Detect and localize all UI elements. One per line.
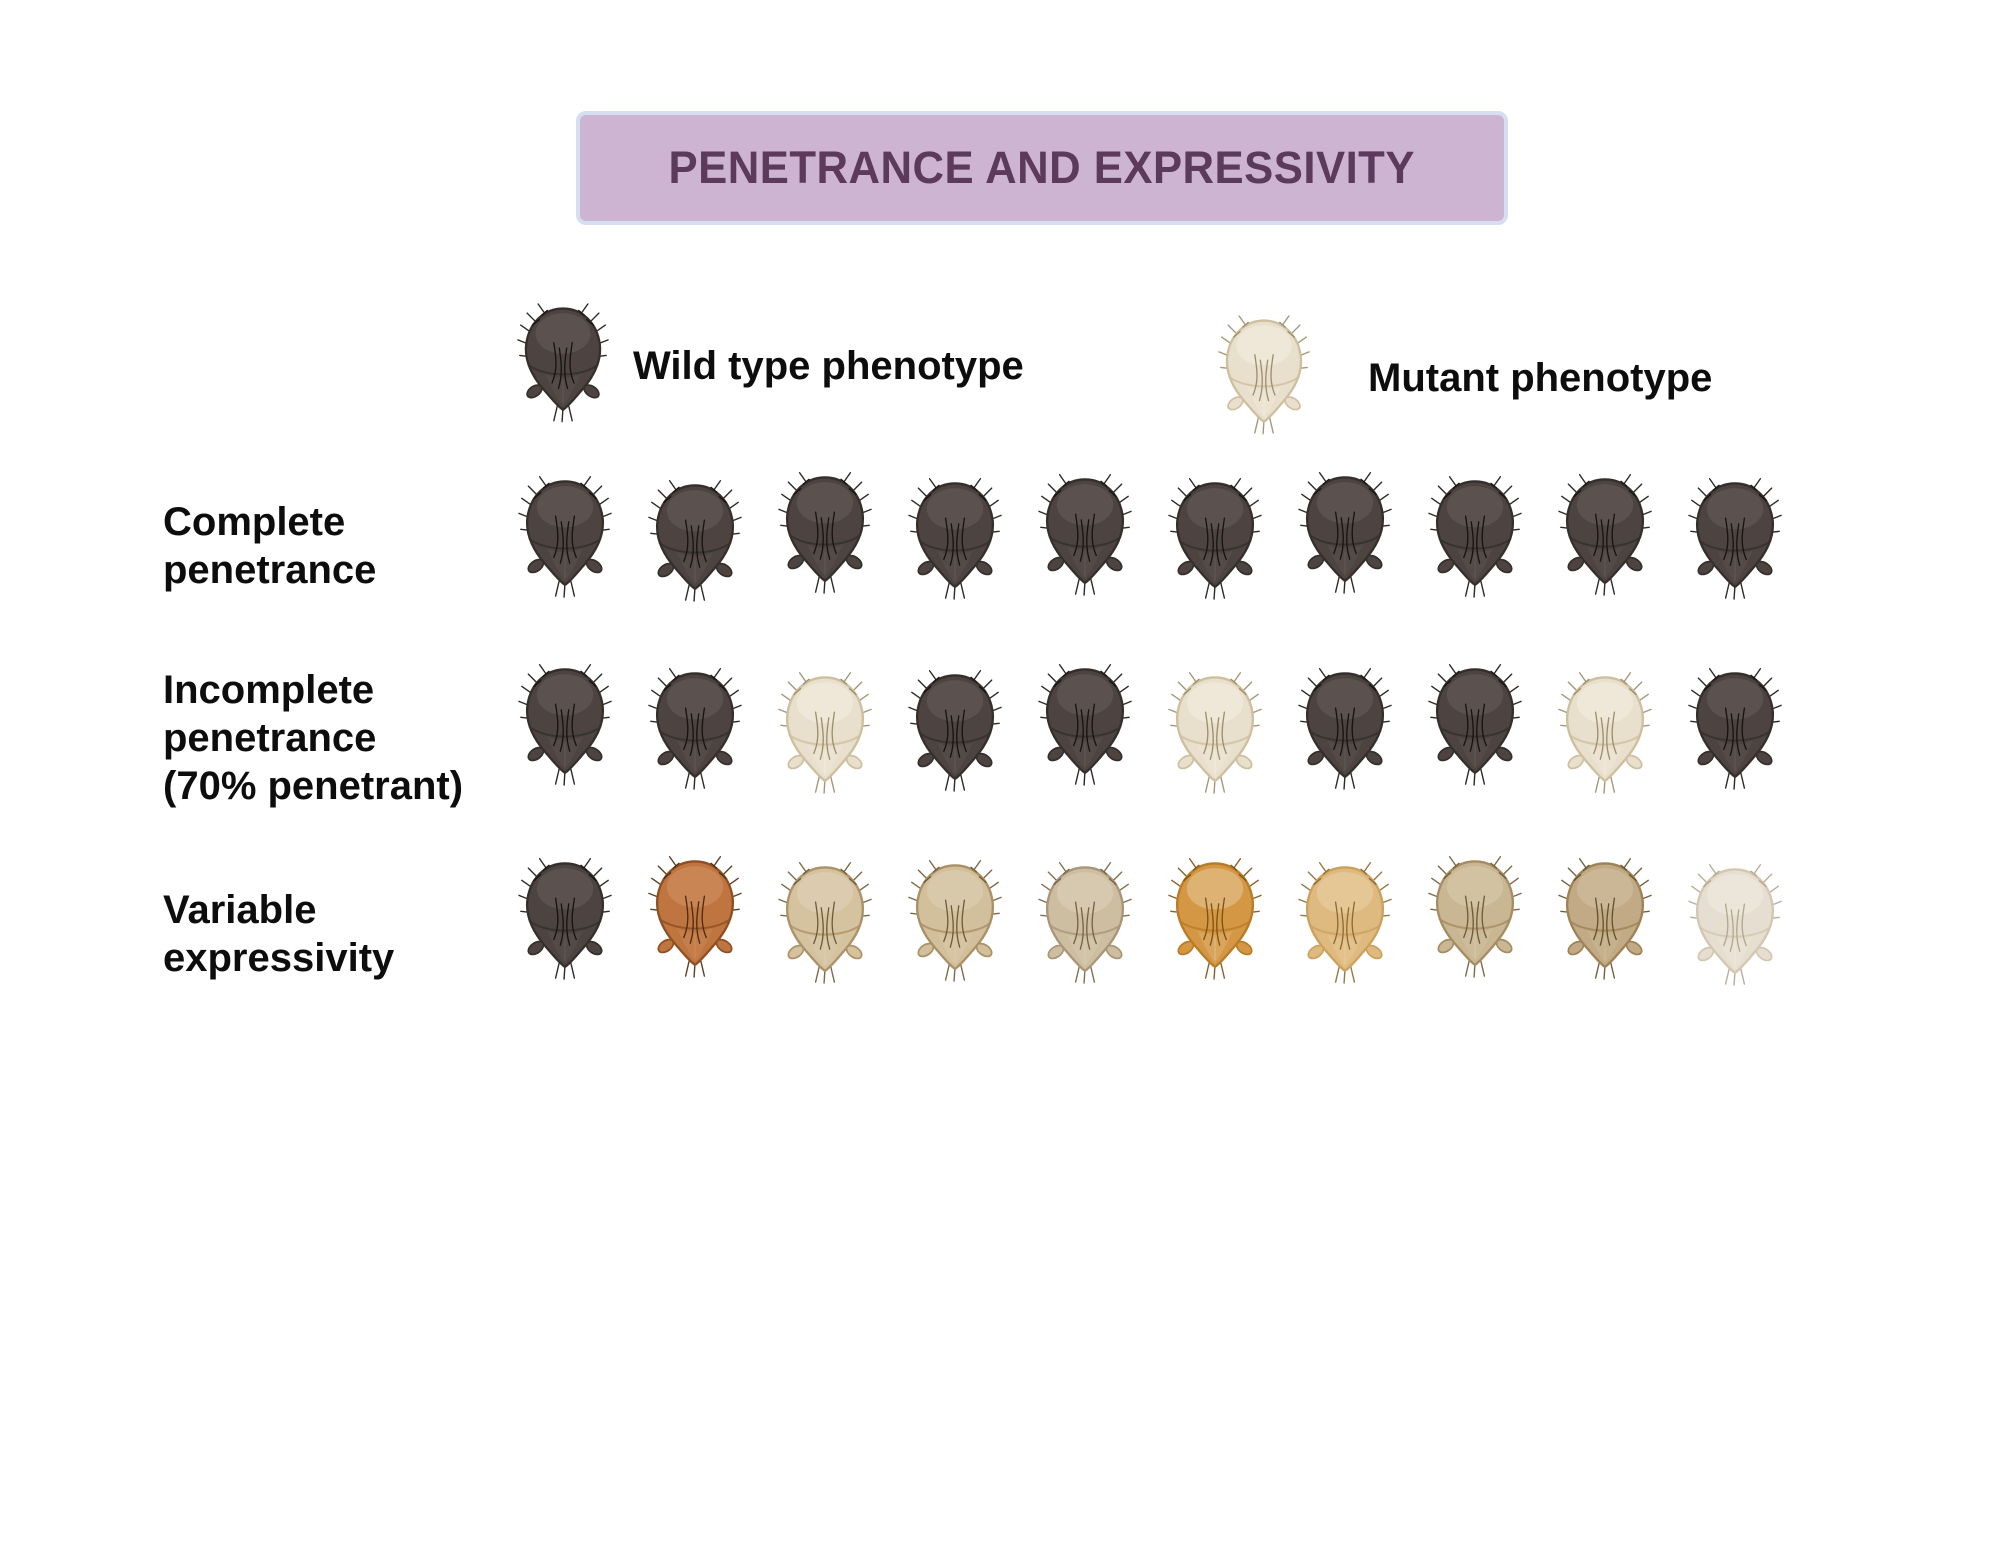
wild-type-fly-icon (648, 662, 742, 792)
rust-fly-icon (648, 850, 742, 980)
wild-type-fly-icon (518, 852, 612, 982)
wild-type-fly-icon (517, 296, 609, 426)
row-label-incomplete-penetrance: Incomplete penetrance (70% penetrant) (163, 668, 464, 808)
gold-fly-icon (1168, 852, 1262, 982)
wild-type-fly-icon (1298, 662, 1392, 792)
mutant-fly-icon (1168, 666, 1262, 796)
tan-a-fly-icon (778, 856, 872, 986)
variable-expressivity-fly-row (518, 850, 1782, 986)
tan-b-fly-icon (908, 854, 1002, 984)
wild-type-fly-icon (778, 466, 872, 596)
wild-type-fly-icon (518, 470, 612, 600)
wild-type-fly-icon (1428, 658, 1522, 788)
wild-type-fly-icon (1558, 468, 1652, 598)
wild-type-fly-icon (908, 664, 1002, 794)
wild-type-fly-icon (1038, 658, 1132, 788)
gold-light-fly-icon (1298, 856, 1392, 986)
wild-type-legend-label: Wild type phenotype (633, 344, 1024, 388)
mutant-fly-icon (1218, 308, 1310, 438)
wild-type-fly-icon (908, 472, 1002, 602)
wild-type-fly-icon (1428, 470, 1522, 600)
complete-penetrance-fly-row (518, 466, 1782, 602)
page-title: PENETRANCE AND EXPRESSIVITY (668, 142, 1416, 193)
tan-c-fly-icon (1428, 850, 1522, 980)
title-banner: PENETRANCE AND EXPRESSIVITY (576, 111, 1508, 225)
khaki-fly-icon (1558, 852, 1652, 982)
wild-type-fly-icon (518, 658, 612, 788)
row-label-complete-penetrance: Complete penetrance (163, 500, 377, 592)
wild-type-fly-icon (648, 474, 742, 604)
mutant-fly-icon (1558, 666, 1652, 796)
wild-type-fly-icon (1688, 662, 1782, 792)
cream-pale-fly-icon (1688, 858, 1782, 988)
tan-pale-fly-icon (1038, 856, 1132, 986)
mutant-legend-label: Mutant phenotype (1368, 356, 1713, 400)
mutant-fly-icon (778, 666, 872, 796)
wild-type-fly-icon (1168, 472, 1262, 602)
wild-type-fly-icon (1038, 468, 1132, 598)
incomplete-penetrance-fly-row (518, 658, 1782, 794)
wild-type-fly-icon (1298, 466, 1392, 596)
wild-type-fly-icon (1688, 472, 1782, 602)
row-label-variable-expressivity: Variable expressivity (163, 888, 395, 980)
